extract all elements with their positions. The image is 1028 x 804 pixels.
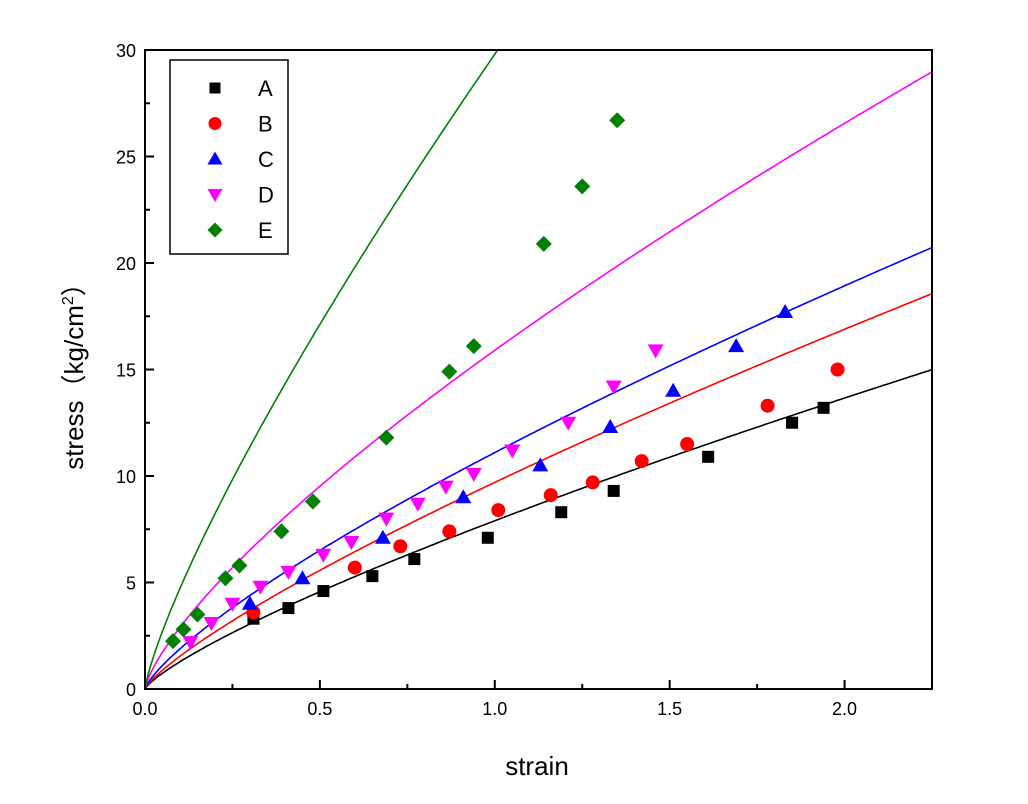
point-C (241, 595, 258, 610)
point-B (543, 488, 558, 503)
data-points (164, 112, 845, 651)
point-A (702, 450, 715, 463)
y-tick-label: 5 (126, 574, 136, 594)
point-D (315, 548, 332, 563)
legend-marker-B (208, 117, 222, 130)
point-D (224, 597, 241, 612)
point-E (465, 338, 482, 355)
point-E (217, 570, 234, 587)
point-E (175, 621, 192, 638)
point-D (560, 416, 577, 431)
fit-curves (145, 50, 932, 689)
point-D (378, 512, 395, 527)
point-E (609, 112, 626, 129)
x-tick-label: 1.5 (657, 699, 682, 719)
point-B (393, 539, 408, 554)
point-B (347, 560, 362, 575)
point-A (607, 484, 620, 497)
point-C (728, 338, 745, 353)
point-E (304, 493, 321, 510)
point-D (504, 444, 521, 459)
point-D (437, 480, 454, 495)
point-C (455, 489, 472, 504)
point-B (680, 437, 695, 452)
point-E (378, 429, 395, 446)
point-A (366, 570, 379, 583)
legend-label-B: B (258, 112, 273, 137)
legend-label-C: C (258, 147, 274, 172)
point-D (182, 636, 199, 651)
fit-curve-B (145, 292, 932, 689)
point-D (647, 344, 664, 359)
fit-curve-D (145, 71, 932, 689)
point-B (442, 524, 457, 539)
point-C (777, 303, 794, 318)
point-A (408, 553, 421, 566)
point-C (602, 419, 619, 434)
point-E (273, 523, 290, 540)
point-C (532, 457, 549, 472)
x-tick-label: 0.0 (132, 699, 157, 719)
point-A (317, 585, 330, 598)
point-D (465, 467, 482, 482)
point-D (343, 536, 360, 551)
point-A (481, 531, 494, 544)
point-A (817, 401, 830, 414)
y-tick-label: 0 (126, 680, 136, 700)
point-A (282, 602, 295, 615)
point-C (374, 529, 391, 544)
point-E (231, 557, 248, 574)
x-tick-label: 0.5 (307, 699, 332, 719)
x-tick-label: 1.0 (482, 699, 507, 719)
point-E (164, 633, 181, 650)
y-tick-label: 25 (116, 148, 136, 168)
point-E (574, 178, 591, 195)
point-B (634, 454, 649, 469)
fit-curve-A (145, 368, 932, 689)
axis-ticks: 0.0 0.5 1.0 1.5 2.0 0 5 10 15 20 25 30 (116, 41, 857, 719)
point-D (203, 616, 220, 631)
fit-curve-E (145, 50, 499, 689)
point-D (605, 380, 622, 395)
legend-label-E: E (258, 218, 273, 243)
y-tick-label: 20 (116, 254, 136, 274)
x-tick-label: 2.0 (832, 699, 857, 719)
point-A (555, 506, 568, 519)
point-A (786, 416, 799, 429)
point-E (535, 235, 552, 252)
point-D (280, 565, 297, 580)
point-D (252, 580, 269, 595)
point-C (665, 382, 682, 397)
legend-box (169, 59, 289, 255)
y-tick-label: 10 (116, 467, 136, 487)
legend-label-A: A (258, 76, 273, 101)
point-B (760, 398, 775, 413)
x-axis-label: strain (505, 751, 569, 781)
point-B (585, 475, 600, 490)
y-tick-label: 30 (116, 41, 136, 61)
point-B (491, 503, 506, 518)
point-D (409, 497, 426, 512)
y-tick-label: 15 (116, 361, 136, 381)
legend-marker-E (207, 222, 223, 238)
point-C (294, 570, 311, 585)
point-E (189, 606, 206, 623)
legend-label-D: D (258, 183, 274, 208)
y-axis-label: stress（kg/cm2） (59, 270, 89, 470)
point-E (441, 363, 458, 380)
fit-curve-C (145, 246, 932, 689)
legend-marker-D (207, 189, 223, 202)
point-B (830, 362, 845, 377)
legend-marker-C (207, 151, 223, 165)
legend-marker-A (209, 82, 221, 94)
